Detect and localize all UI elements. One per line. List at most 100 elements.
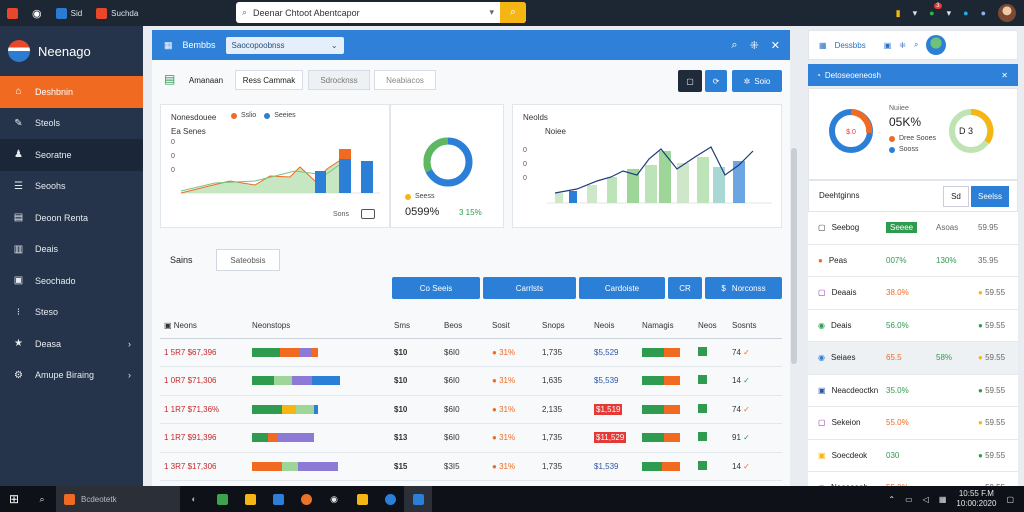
table-row[interactable]: 1 1R7 $71,36% $10 $6I0 ● 31% 2,135 $1,519 74 ✓ bbox=[160, 395, 782, 424]
taskbar-app-files[interactable] bbox=[236, 486, 264, 512]
help-icon[interactable]: ● bbox=[980, 8, 986, 18]
taskbar-app-active[interactable] bbox=[404, 486, 432, 512]
notification-center-icon[interactable]: ▢ bbox=[1006, 494, 1014, 504]
progress-bar bbox=[252, 404, 390, 414]
sidebar-item[interactable]: ▤ Deoon Renta bbox=[0, 202, 143, 234]
filter-button[interactable]: Sd bbox=[943, 186, 969, 207]
close-icon[interactable]: ✕ bbox=[770, 39, 780, 52]
tab-archives[interactable]: Neabiacos bbox=[374, 70, 436, 90]
sort-button[interactable]: Seelss bbox=[971, 186, 1009, 207]
taskbar-app-notes[interactable] bbox=[348, 486, 376, 512]
sidebar-item[interactable]: ⁝ Steso bbox=[0, 297, 143, 329]
tab-overview[interactable]: Amanaan bbox=[182, 70, 230, 90]
keyboard-icon[interactable]: ▦ bbox=[938, 494, 947, 504]
scrollbar[interactable] bbox=[791, 148, 797, 364]
table-row[interactable]: 1 5R7 $67,396 $10 $6I0 ● 31% 1,735 $5,529 74 ✓ bbox=[160, 338, 782, 367]
sidebar-item[interactable]: ⌂ Deshbnin bbox=[0, 76, 143, 108]
settings-button[interactable]: ✲ Soio bbox=[732, 70, 782, 92]
taskbar-app-firefox[interactable] bbox=[292, 486, 320, 512]
list-item[interactable]: ● Peas 007% 130% 35.95 bbox=[808, 244, 1018, 277]
taskbar-app-browser[interactable]: Bcdeotetk bbox=[56, 486, 180, 512]
sidebar-item[interactable]: ♟ Seoratne bbox=[0, 139, 143, 171]
chevron-up-icon[interactable]: ⌃ bbox=[888, 494, 896, 504]
avatar[interactable] bbox=[998, 4, 1016, 22]
volume-icon[interactable]: ◁ bbox=[922, 494, 929, 504]
table-header[interactable]: Sms bbox=[390, 314, 440, 339]
filter-input[interactable]: Sateobsis bbox=[216, 249, 280, 271]
list-item[interactable]: ▣ Neacdeoctkn 35.0% ● 59.55 bbox=[808, 374, 1018, 407]
go-button[interactable]: ⌕ bbox=[500, 2, 526, 23]
table-header[interactable]: Neonstops bbox=[248, 314, 390, 339]
table-header[interactable]: Neois bbox=[590, 314, 638, 339]
table-row[interactable]: 1 0R7 $71,306 $10 $6I0 ● 31% 1,635 $5,539 14 ✓ bbox=[160, 366, 782, 396]
sidebar-item[interactable]: ✎ Steols bbox=[0, 108, 143, 140]
checkbox-icon: ▣ bbox=[164, 321, 174, 331]
table-cell bbox=[638, 480, 694, 486]
taskbar-app-photos[interactable] bbox=[208, 486, 236, 512]
square-button[interactable]: ▢ bbox=[678, 70, 702, 92]
start-button[interactable]: ⊞ bbox=[0, 486, 28, 512]
sidebar-item[interactable]: ▥ Deais bbox=[0, 234, 143, 266]
tab-stocks[interactable]: Sdrocknss bbox=[308, 70, 370, 90]
table-row[interactable]: 1 4R7 $37,396 $13$6I0● 31%1,735$1,525 74 ✓ bbox=[160, 480, 782, 486]
action-button-2[interactable]: Carrlsts bbox=[483, 277, 576, 299]
cell-value: $5,529 bbox=[594, 347, 619, 357]
list-item[interactable]: ▣ Soecdeok 030 ● 59.55 bbox=[808, 439, 1018, 472]
list-item[interactable]: ▢ Sekeion 55.0% ● 59.55 bbox=[808, 407, 1018, 440]
search-button[interactable]: ⌕ bbox=[28, 486, 56, 512]
chevron-down-icon[interactable]: ▾ bbox=[912, 7, 918, 18]
tab-2[interactable]: Suchda bbox=[89, 0, 145, 26]
view-select[interactable]: Saocopoobnss ⌄ bbox=[225, 36, 344, 54]
tab-reports[interactable]: Ress Cammak bbox=[235, 70, 303, 90]
table-header[interactable]: Beos bbox=[440, 314, 488, 339]
avatar[interactable] bbox=[926, 35, 947, 55]
tab-1[interactable]: Sid bbox=[49, 0, 90, 26]
table-header[interactable]: Sosnts bbox=[728, 314, 782, 339]
sidebar-item[interactable]: ▣ Seochado bbox=[0, 265, 143, 297]
app-menu-button[interactable] bbox=[0, 0, 25, 26]
expand-icon[interactable] bbox=[361, 209, 375, 219]
notification-icon[interactable]: ▮ bbox=[895, 7, 901, 18]
sidebar-item[interactable]: ★ Deasa › bbox=[0, 328, 143, 360]
action-button-3[interactable]: Cardoiste bbox=[579, 277, 665, 299]
alerts-icon[interactable]: ● 3 bbox=[929, 3, 942, 18]
table-row[interactable]: 1 3R7 $17,306 $15 $3I5 ● 31% 1,735 $1,539 14 ✓ bbox=[160, 452, 782, 481]
list-item[interactable]: ▢ Deaais 38.0% ● 59.55 bbox=[808, 277, 1018, 310]
list-item[interactable]: ◉ Deais 56.0% ● 59.55 bbox=[808, 309, 1018, 342]
taskbar-app-chat[interactable]: ◐ bbox=[180, 486, 208, 512]
clock[interactable]: 10:55 F.M 10:00:2020 bbox=[956, 489, 996, 509]
user-menu-icon[interactable]: ▾ bbox=[946, 7, 952, 18]
taskbar-app-label: Bcdeotetk bbox=[81, 494, 117, 504]
back-button[interactable]: ◉ bbox=[25, 0, 49, 26]
taskbar-app-edge[interactable] bbox=[376, 486, 404, 512]
table-header[interactable]: Neos bbox=[694, 314, 728, 339]
tools-icon[interactable]: ⁜ bbox=[899, 40, 906, 50]
list-item[interactable]: ▢ Seebog Seeee Asoas 59.95 bbox=[808, 212, 1018, 245]
globe-icon[interactable]: ● bbox=[963, 8, 969, 18]
donut-chart bbox=[423, 137, 473, 187]
grid-icon[interactable]: ⁜ bbox=[749, 39, 759, 52]
url-bar[interactable]: ⌕ Deenar Chtoot Abentcapor ▾ ⌕ bbox=[236, 2, 526, 23]
sidebar-item[interactable]: ☰ Seoohs bbox=[0, 171, 143, 203]
brand[interactable]: Neenago bbox=[0, 26, 143, 76]
list-icon: ☰ bbox=[14, 180, 23, 192]
cell-value: $1,539 bbox=[594, 461, 619, 471]
action-button-1[interactable]: Co Seeis bbox=[392, 277, 480, 299]
sidebar-item[interactable]: ⚙ Amupe Biraing › bbox=[0, 360, 143, 392]
search-icon[interactable]: ⌕ bbox=[731, 38, 738, 51]
taskbar-app-camera[interactable]: ◉ bbox=[320, 486, 348, 512]
table-header[interactable]: ▣ Neons bbox=[160, 314, 248, 339]
table-header[interactable]: Namagis bbox=[638, 314, 694, 339]
edit-icon[interactable]: ▣ bbox=[883, 40, 892, 50]
table-header[interactable]: Snops bbox=[538, 314, 590, 339]
network-icon[interactable]: ▭ bbox=[905, 494, 913, 504]
table-row[interactable]: 1 1R7 $91,396 $13 $6I0 ● 31% 1,735 $11,529 91 … bbox=[160, 423, 782, 453]
table-header[interactable]: Sosit bbox=[488, 314, 538, 339]
taskbar-app-store[interactable] bbox=[264, 486, 292, 512]
action-button-4[interactable]: CR bbox=[668, 277, 702, 299]
search-icon[interactable]: ⌕ bbox=[913, 40, 919, 49]
refresh-button[interactable]: ⟳ bbox=[705, 70, 727, 92]
close-icon[interactable]: ✕ bbox=[1001, 70, 1008, 80]
action-button-5[interactable]: $ Norconss bbox=[705, 277, 782, 299]
list-item[interactable]: ◉ Seiaes 65.5 58% ● 59.55 bbox=[808, 342, 1018, 375]
